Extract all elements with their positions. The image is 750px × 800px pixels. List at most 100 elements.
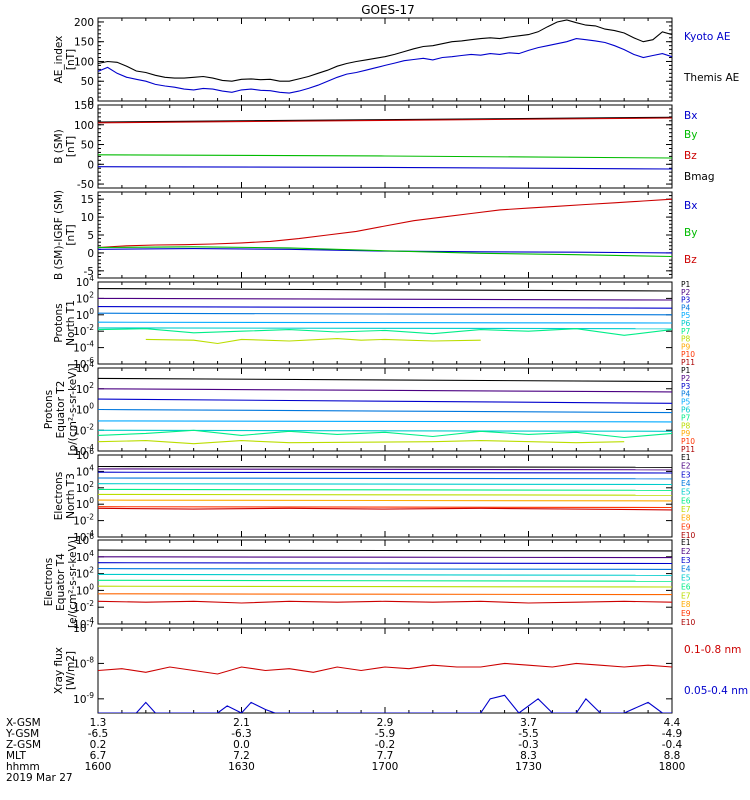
series-line-p8 [145,338,481,345]
panel-b_sm: -50 0 50 100 150 B (SM) [nT] Bx By Bz Bmag [53,100,715,191]
legend-entry: E6 [681,582,691,591]
y-axis-label: [nT] [65,224,77,245]
panel-db_sm: -5 0 5 10 15 B (SM)-IGRF (SM) [nT] Bx By Bz [53,190,697,280]
series-line-e7 [98,585,672,588]
legend-entry: By [684,227,697,239]
series-line-e6 [98,579,672,582]
x-tick-value: -5.9 [375,728,396,740]
legend-entry: P6 [681,406,691,415]
legend-entry: P7 [681,413,691,422]
series-line-e2 [98,468,672,471]
y-axis-label: Protons [43,390,55,429]
y-axis-label: Xray flux [53,647,65,694]
y-axis-label: [W/m2] [65,651,77,690]
x-row-label: X-GSM [6,717,41,729]
series-line-kyoto-ae [98,38,672,94]
series-group [98,662,672,713]
series-line-p2 [98,388,672,393]
y-axis-label: Electrons [53,472,65,521]
series-line-e5 [98,573,672,576]
series-line-by [98,246,672,258]
legend-entry: P4 [681,303,691,312]
y-axis-label: Protons [53,303,65,342]
y-tick-label: 100 [74,120,94,132]
series-line-by [98,154,672,159]
x-tick-value: -4.9 [662,728,683,740]
y-tick-label: 100 [76,307,94,322]
legend-entry: P5 [681,398,691,407]
y-axis-label: North T1 [65,300,77,346]
legend-entry: P8 [681,421,691,430]
y-axis-label: Equator T4 [55,553,67,611]
y-tick-label: 5 [87,230,94,242]
y-axis-label: B (SM) [53,129,65,163]
series-line-e3 [98,471,672,474]
legend-entry: Themis AE [683,72,739,84]
x-tick-value: -0.4 [662,739,683,751]
y-tick-label: 15 [81,194,94,206]
legend-entry: E10 [681,531,696,540]
legend-entry: P1 [681,366,691,375]
x-row-label: hhmm [6,761,40,773]
y-axis-label: [e/(cm²-s-sr-keV)] [67,536,79,628]
series-group [98,116,672,170]
series-line-p8 [98,440,625,445]
legend-entry: P5 [681,311,691,320]
y-tick-label: 150 [74,37,94,49]
legend-entry: E1 [681,453,691,462]
x-tick-value: 1.3 [90,717,107,729]
x-tick-value: -6.5 [88,728,109,740]
y-tick-label: 50 [81,140,94,152]
legend-entry: P10 [681,437,695,446]
x-row-label: MLT [6,750,26,762]
series-line-e8 [98,593,672,596]
x-tick-value: 6.7 [90,750,107,762]
y-axis-label: B (SM)-IGRF (SM) [53,190,65,280]
legend-entry: P2 [681,374,691,383]
y-tick-label: 102 [76,480,94,495]
x-tick-value: 1730 [515,761,542,773]
legend-entry: P2 [681,288,691,297]
legend-entry: P11 [681,445,695,454]
series-line-e9 [98,506,672,509]
date-label: 2019 Mar 27 [6,772,73,784]
x-axis-table: X-GSM 1.3 2.1 2.9 3.7 4.4 Y-GSM -6.5 -6.3 -5.9 -5.… [5,717,685,784]
series-line-e5 [98,483,672,486]
legend-entry: E4 [681,565,691,574]
x-tick-value: -0.2 [375,739,396,751]
legend-entry: By [684,129,697,141]
legend-entry: 0.05-0.4 nm [684,685,748,697]
series-line-e9 [98,600,672,604]
legend-entry: 0.1-0.8 nm [684,644,741,656]
y-tick-label: 0 [87,96,94,108]
panel-frame [97,104,673,189]
panel-frame [97,627,673,714]
series-line-e2 [98,556,672,559]
x-tick-value: 8.3 [520,750,537,762]
x-tick-value: -5.5 [518,728,539,740]
x-tick-value: 1630 [228,761,255,773]
series-line-0-05-0-4-nm [98,694,672,713]
legend-entry: E8 [681,600,691,609]
series-line-e1 [98,465,672,468]
series-line-p5 [98,321,672,324]
legend-entry: Bx [684,110,697,122]
legend-entry: E1 [681,538,691,547]
legend-entry: Bz [684,254,697,266]
legend-entry: E4 [681,479,691,488]
x-tick-value: -0.3 [518,739,539,751]
legend-entry: E3 [681,556,691,565]
x-tick-value: 3.7 [520,717,537,729]
series-line-p5 [98,420,672,423]
x-tick-value: 1800 [659,761,686,773]
legend-entry: P6 [681,319,691,328]
legend-entry: P8 [681,335,691,344]
y-tick-label: -5 [84,266,94,278]
series-line-p1 [98,377,672,383]
legend-entry: E9 [681,609,691,618]
